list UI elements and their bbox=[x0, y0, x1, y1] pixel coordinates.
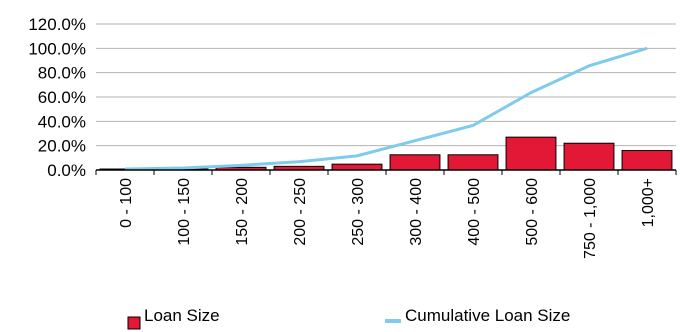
legend: Loan Size Cumulative Loan Size bbox=[127, 306, 570, 330]
legend-swatch-loan-size bbox=[127, 316, 141, 330]
x-tick-label: 300 - 400 bbox=[408, 178, 425, 246]
bar bbox=[621, 150, 673, 171]
y-tick-label: 40.0% bbox=[38, 112, 86, 131]
x-tick-label: 100 - 150 bbox=[176, 178, 193, 246]
bar bbox=[505, 136, 557, 171]
x-tick-label: 750 - 1,000 bbox=[582, 178, 599, 259]
bar bbox=[331, 163, 383, 171]
x-tick-label: 150 - 200 bbox=[234, 178, 251, 246]
x-axis: 0 - 100 100 - 150 150 - 200 200 - 250 250 - … bbox=[95, 169, 677, 259]
y-tick-label: 0.0% bbox=[47, 161, 86, 180]
bar bbox=[447, 154, 499, 171]
y-tick-label: 60.0% bbox=[38, 88, 86, 107]
bar bbox=[389, 154, 441, 171]
legend-label-loan-size: Loan Size bbox=[144, 306, 220, 325]
x-tick-label: 400 - 500 bbox=[466, 178, 483, 246]
y-tick-label: 80.0% bbox=[38, 64, 86, 83]
legend-label-cumulative: Cumulative Loan Size bbox=[405, 306, 570, 325]
y-tick-label: 100.0% bbox=[28, 39, 86, 58]
x-tick-label: 200 - 250 bbox=[292, 178, 309, 246]
bar-series bbox=[99, 136, 673, 171]
y-axis: 0.0% 20.0% 40.0% 60.0% 80.0% 100.0% 120.0% bbox=[28, 15, 86, 180]
x-tick-label: 0 - 100 bbox=[118, 178, 135, 228]
bar bbox=[563, 142, 615, 171]
cumulative-line bbox=[124, 46, 648, 171]
y-tick-label: 120.0% bbox=[28, 15, 86, 34]
legend-swatch-cumulative bbox=[385, 319, 401, 323]
x-tick-label: 250 - 300 bbox=[350, 178, 367, 246]
cumulative-line-series bbox=[124, 46, 648, 171]
y-tick-label: 20.0% bbox=[38, 137, 86, 156]
x-tick-label: 500 - 600 bbox=[524, 178, 541, 246]
x-tick-label: 1,000+ bbox=[640, 178, 657, 227]
gridlines bbox=[96, 23, 676, 147]
